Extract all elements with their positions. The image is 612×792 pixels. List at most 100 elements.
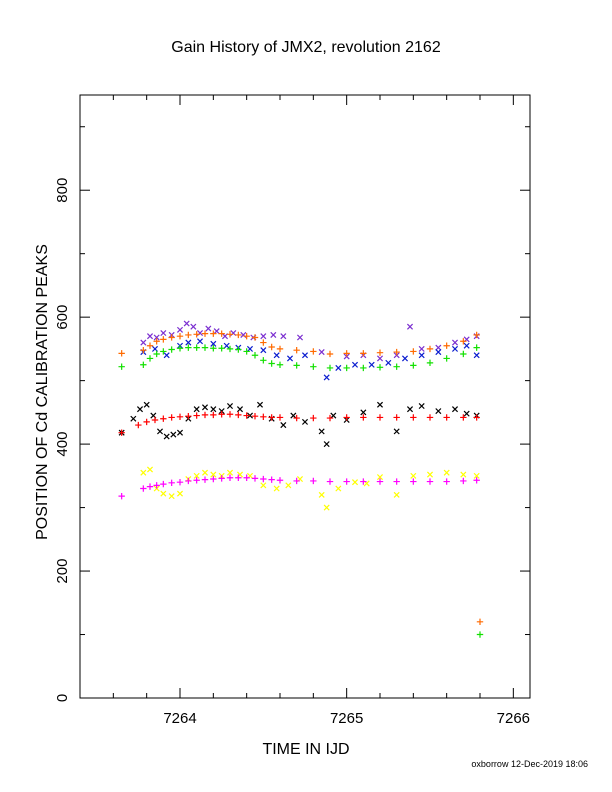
data-point xyxy=(193,472,200,479)
data-point xyxy=(276,345,284,353)
data-point xyxy=(376,478,384,485)
data-point xyxy=(451,406,459,413)
x-tick-label: 7265 xyxy=(330,710,363,727)
data-point xyxy=(443,469,450,476)
data-point xyxy=(360,364,367,372)
data-point xyxy=(376,355,384,362)
data-point xyxy=(226,469,234,476)
footer-credit: oxborrow 12-Dec-2019 18:06 xyxy=(471,759,588,769)
data-point xyxy=(426,471,434,478)
data-point xyxy=(276,361,284,368)
data-point xyxy=(176,333,184,340)
series-2 xyxy=(118,330,484,626)
data-point xyxy=(193,331,200,338)
data-point xyxy=(376,414,384,421)
data-point xyxy=(393,491,400,498)
data-point xyxy=(393,478,400,485)
data-point xyxy=(343,414,350,421)
y-tick-label: 0 xyxy=(54,694,71,702)
data-point xyxy=(260,357,267,364)
data-point xyxy=(118,429,125,436)
data-point xyxy=(201,404,209,411)
data-point xyxy=(393,348,400,356)
data-point xyxy=(185,477,192,485)
data-point xyxy=(443,478,450,485)
data-point xyxy=(260,339,267,346)
data-point xyxy=(246,412,254,419)
data-point xyxy=(286,355,294,362)
data-point xyxy=(376,349,384,356)
data-point xyxy=(176,413,184,421)
data-point xyxy=(268,414,275,421)
data-point xyxy=(156,428,164,435)
data-point xyxy=(376,401,384,408)
data-point xyxy=(343,350,350,357)
data-point xyxy=(260,482,267,489)
series-5 xyxy=(118,411,480,436)
data-point xyxy=(276,477,284,484)
data-point xyxy=(460,471,467,478)
data-point xyxy=(176,478,184,486)
data-point xyxy=(176,326,184,333)
series-7 xyxy=(118,474,480,500)
data-point xyxy=(140,469,147,476)
data-point xyxy=(210,330,217,337)
data-points xyxy=(118,320,484,638)
data-point xyxy=(185,339,192,346)
data-point xyxy=(118,363,125,370)
data-point xyxy=(410,362,417,369)
data-point xyxy=(268,343,275,351)
data-point xyxy=(143,401,150,408)
data-point xyxy=(243,474,250,481)
data-point xyxy=(451,339,459,346)
data-point xyxy=(218,475,225,482)
data-point xyxy=(443,355,450,362)
data-point xyxy=(143,418,150,426)
data-point xyxy=(168,414,175,421)
data-point xyxy=(260,413,267,421)
data-point xyxy=(335,364,342,371)
data-point xyxy=(326,478,334,485)
data-point xyxy=(410,414,417,421)
data-point xyxy=(268,360,275,367)
data-point xyxy=(410,472,417,479)
data-point xyxy=(463,342,470,349)
data-point xyxy=(393,428,400,435)
data-point xyxy=(393,363,400,370)
tick-labels: 7264 7265 7266 0 200 400 600 800 xyxy=(54,178,530,727)
data-point xyxy=(223,342,230,349)
data-point xyxy=(226,345,234,353)
data-point xyxy=(160,490,167,497)
data-point xyxy=(376,364,384,371)
data-point xyxy=(130,415,137,422)
data-point xyxy=(426,478,434,485)
data-point xyxy=(296,334,304,341)
data-point xyxy=(153,334,160,341)
data-point xyxy=(376,474,384,481)
data-point xyxy=(418,352,425,359)
data-point xyxy=(385,359,392,366)
data-point xyxy=(251,475,259,482)
data-point xyxy=(146,483,154,490)
data-point xyxy=(270,331,277,338)
data-point xyxy=(360,478,367,485)
data-point xyxy=(368,361,375,368)
y-tick-label: 200 xyxy=(54,559,71,584)
data-point xyxy=(251,412,259,420)
data-point xyxy=(176,490,184,497)
data-point xyxy=(140,361,147,368)
data-point xyxy=(205,325,212,332)
data-point xyxy=(273,485,280,492)
data-point xyxy=(185,412,192,420)
data-point xyxy=(160,348,167,355)
data-point xyxy=(460,338,467,345)
data-point xyxy=(201,344,209,351)
data-point xyxy=(460,477,467,485)
axis-ticks xyxy=(80,95,530,699)
data-point xyxy=(196,338,204,345)
data-point xyxy=(201,469,209,476)
data-point xyxy=(135,421,142,429)
data-point xyxy=(410,348,417,355)
data-point xyxy=(153,482,160,489)
